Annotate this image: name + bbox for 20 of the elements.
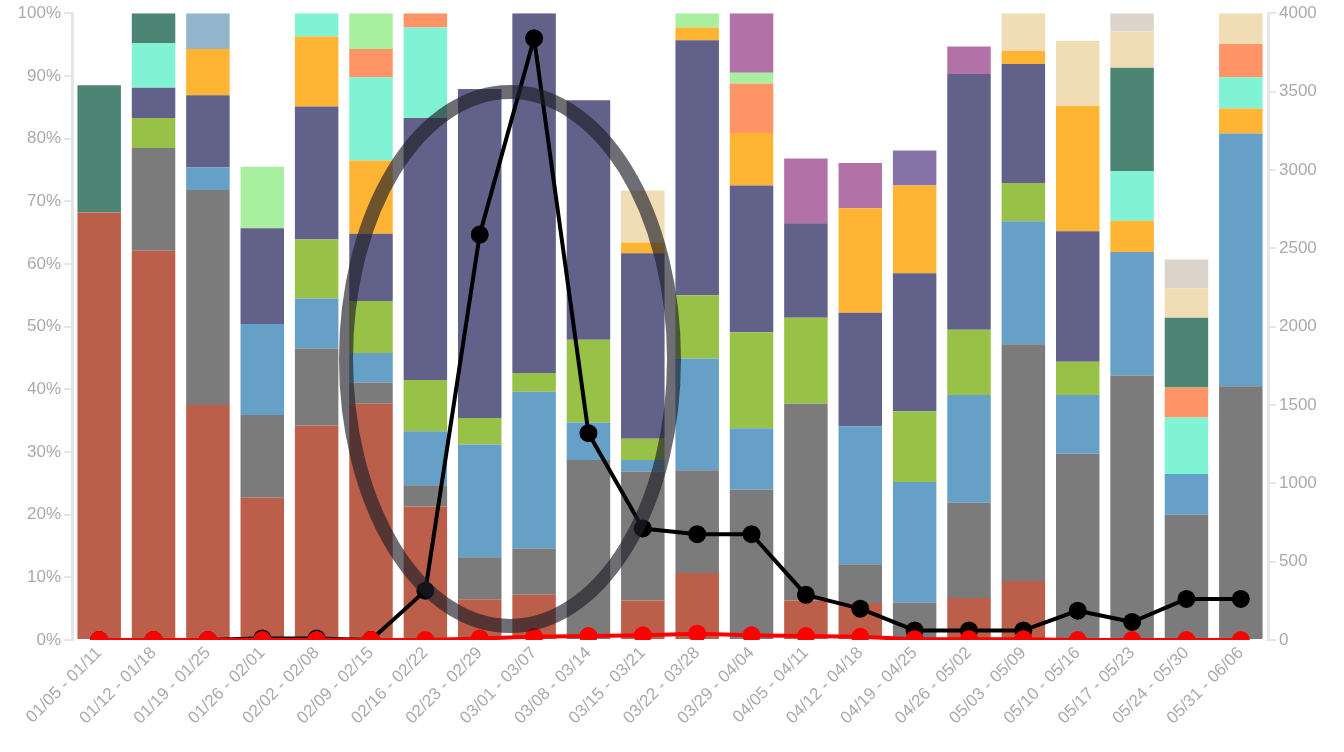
y-tick-label: 90% — [26, 65, 61, 85]
y-tick-label: 10% — [26, 567, 61, 587]
y2-tick-label: 1500 — [1279, 394, 1317, 414]
y2-tick-label: 0 — [1279, 629, 1289, 649]
y-tick-label: 20% — [26, 504, 61, 524]
y2-tick-label: 4000 — [1279, 2, 1317, 22]
y-tick-label: 50% — [26, 316, 61, 336]
y2-tick-label: 500 — [1279, 551, 1308, 571]
y-tick-label: 100% — [17, 2, 61, 22]
y-tick-label: 80% — [26, 128, 61, 148]
y2-tick-label: 1000 — [1279, 472, 1317, 492]
y-tick-label: 60% — [26, 253, 61, 273]
y2-tick-label: 2500 — [1279, 237, 1317, 257]
y2-tick-label: 3000 — [1279, 159, 1317, 179]
y-tick-label: 0% — [36, 629, 61, 649]
y-tick-label: 30% — [26, 441, 61, 461]
y2-tick-label: 3500 — [1279, 81, 1317, 101]
y2-tick-label: 2000 — [1279, 316, 1317, 336]
y-tick-label: 70% — [26, 190, 61, 210]
y-tick-label: 40% — [26, 378, 61, 398]
